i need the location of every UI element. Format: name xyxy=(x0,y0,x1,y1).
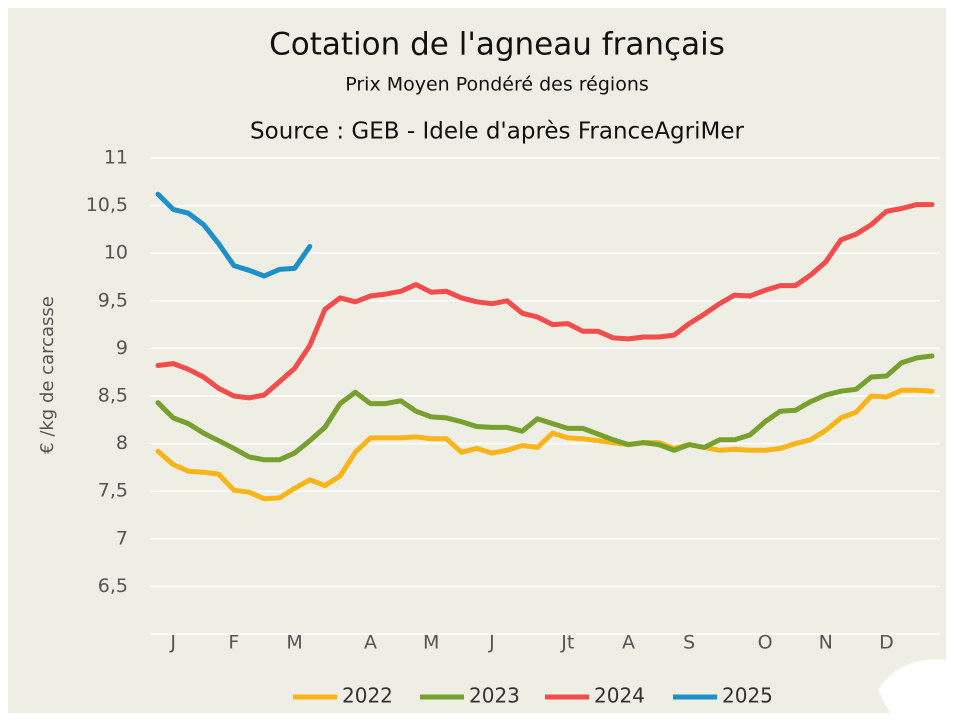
chart-source: Source : GEB - Idele d'après FranceAgriM… xyxy=(250,119,744,145)
y-axis-label: € /kg de carcasse xyxy=(37,296,58,454)
y-tick-label: 8 xyxy=(116,432,128,454)
x-tick-label: O xyxy=(758,632,773,654)
y-tick-label: 9 xyxy=(116,337,128,359)
background xyxy=(8,8,946,713)
x-tick-label: J xyxy=(488,632,495,654)
x-tick-label: M xyxy=(286,632,302,654)
x-tick-label: Jt xyxy=(560,632,574,654)
x-tick-label: M xyxy=(423,632,439,654)
logo xyxy=(878,659,948,713)
legend-label: 2022 xyxy=(342,684,393,708)
x-tick-label: S xyxy=(683,632,695,654)
y-tick-label: 8,5 xyxy=(98,385,128,407)
series-line xyxy=(155,353,935,463)
x-tick-label: F xyxy=(228,632,239,654)
x-tick-label: N xyxy=(819,632,833,654)
chart-title: Cotation de l'agneau français xyxy=(269,27,725,63)
x-tick-label: D xyxy=(879,632,894,654)
x-tick-label: J xyxy=(169,632,176,654)
legend-label: 2023 xyxy=(469,684,520,708)
y-tick-label: 7 xyxy=(116,527,128,549)
y-tick-label: 10 xyxy=(104,242,128,264)
y-tick-label: 9,5 xyxy=(98,289,128,311)
y-tick-label: 10,5 xyxy=(86,194,128,216)
y-tick-label: 11 xyxy=(104,147,128,169)
logo-shape xyxy=(878,659,948,713)
series-line xyxy=(155,191,313,279)
series-line xyxy=(155,202,935,401)
chart-subtitle: Prix Moyen Pondéré des régions xyxy=(345,74,649,96)
legend-label: 2024 xyxy=(594,684,645,708)
y-tick-label: 7,5 xyxy=(98,480,128,502)
x-tick-label: A xyxy=(364,632,377,654)
y-tick-label: 6,5 xyxy=(98,575,128,597)
x-tick-label: A xyxy=(622,632,635,654)
series-line xyxy=(155,387,935,502)
legend-label: 2025 xyxy=(722,684,773,708)
